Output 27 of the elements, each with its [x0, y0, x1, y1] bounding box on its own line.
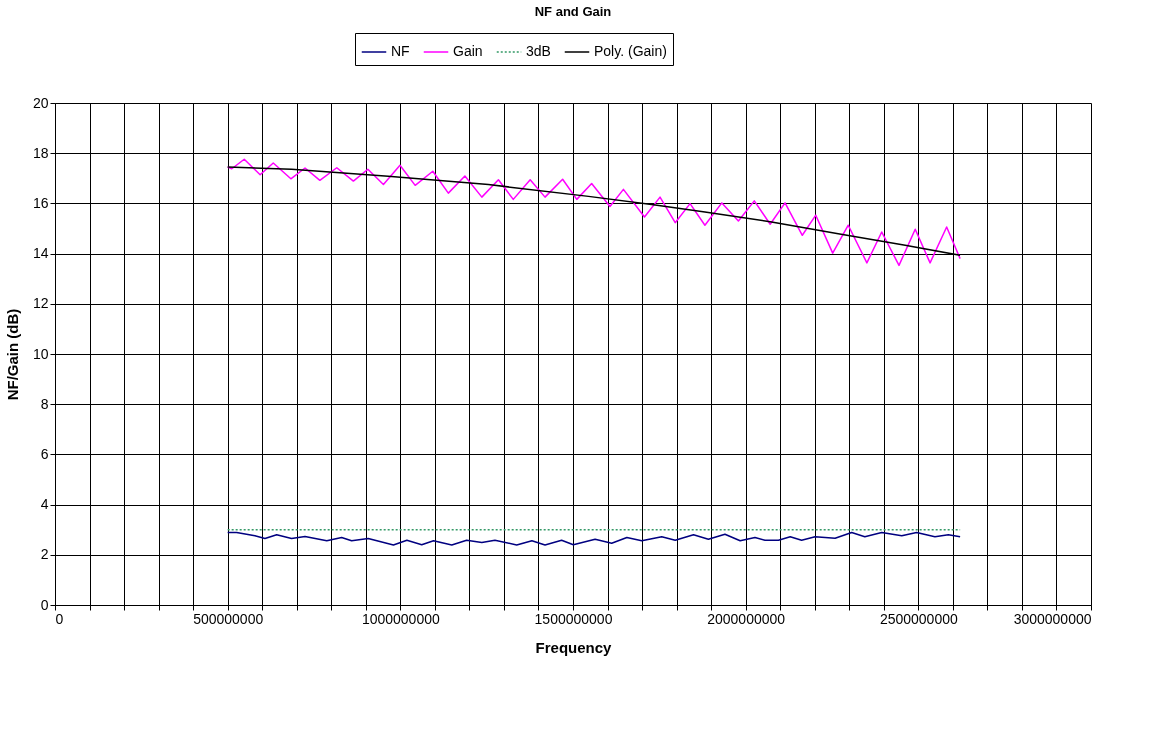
legend-label: NF	[391, 43, 410, 59]
x-tick-label: 2000000000	[707, 610, 786, 627]
x-tick-label: 500000000	[193, 610, 264, 627]
legend-label: Gain	[453, 43, 483, 59]
x-tick-label: 2500000000	[879, 610, 958, 627]
legend-label: 3dB	[526, 43, 551, 59]
y-tick-label: 8	[40, 395, 49, 412]
legend-label: Poly. (Gain)	[594, 43, 667, 59]
y-tick-label: 20	[32, 94, 49, 111]
x-axis-title: Frequency	[535, 638, 613, 656]
y-tick-label: 2	[40, 546, 49, 563]
x-tick-label: 1500000000	[534, 610, 613, 627]
x-tick-label: 3000000000	[1013, 610, 1092, 627]
x-tick-label: 1000000000	[361, 610, 440, 627]
line-series	[226, 531, 961, 546]
y-tick-label: 4	[40, 496, 49, 513]
y-tick-label: 12	[32, 295, 49, 312]
y-axis-title: NF/Gain (dB)	[3, 308, 21, 401]
y-tick-label: 0	[40, 596, 49, 613]
line-series	[226, 158, 961, 267]
y-tick-label: 6	[40, 445, 49, 462]
y-tick-label: 18	[32, 144, 49, 161]
y-tick-label: 16	[32, 194, 49, 211]
x-tick-label: 0	[55, 610, 64, 627]
chart-title: NF and Gain	[534, 3, 612, 19]
y-tick-label: 14	[32, 245, 49, 262]
y-tick-label: 10	[32, 345, 49, 362]
